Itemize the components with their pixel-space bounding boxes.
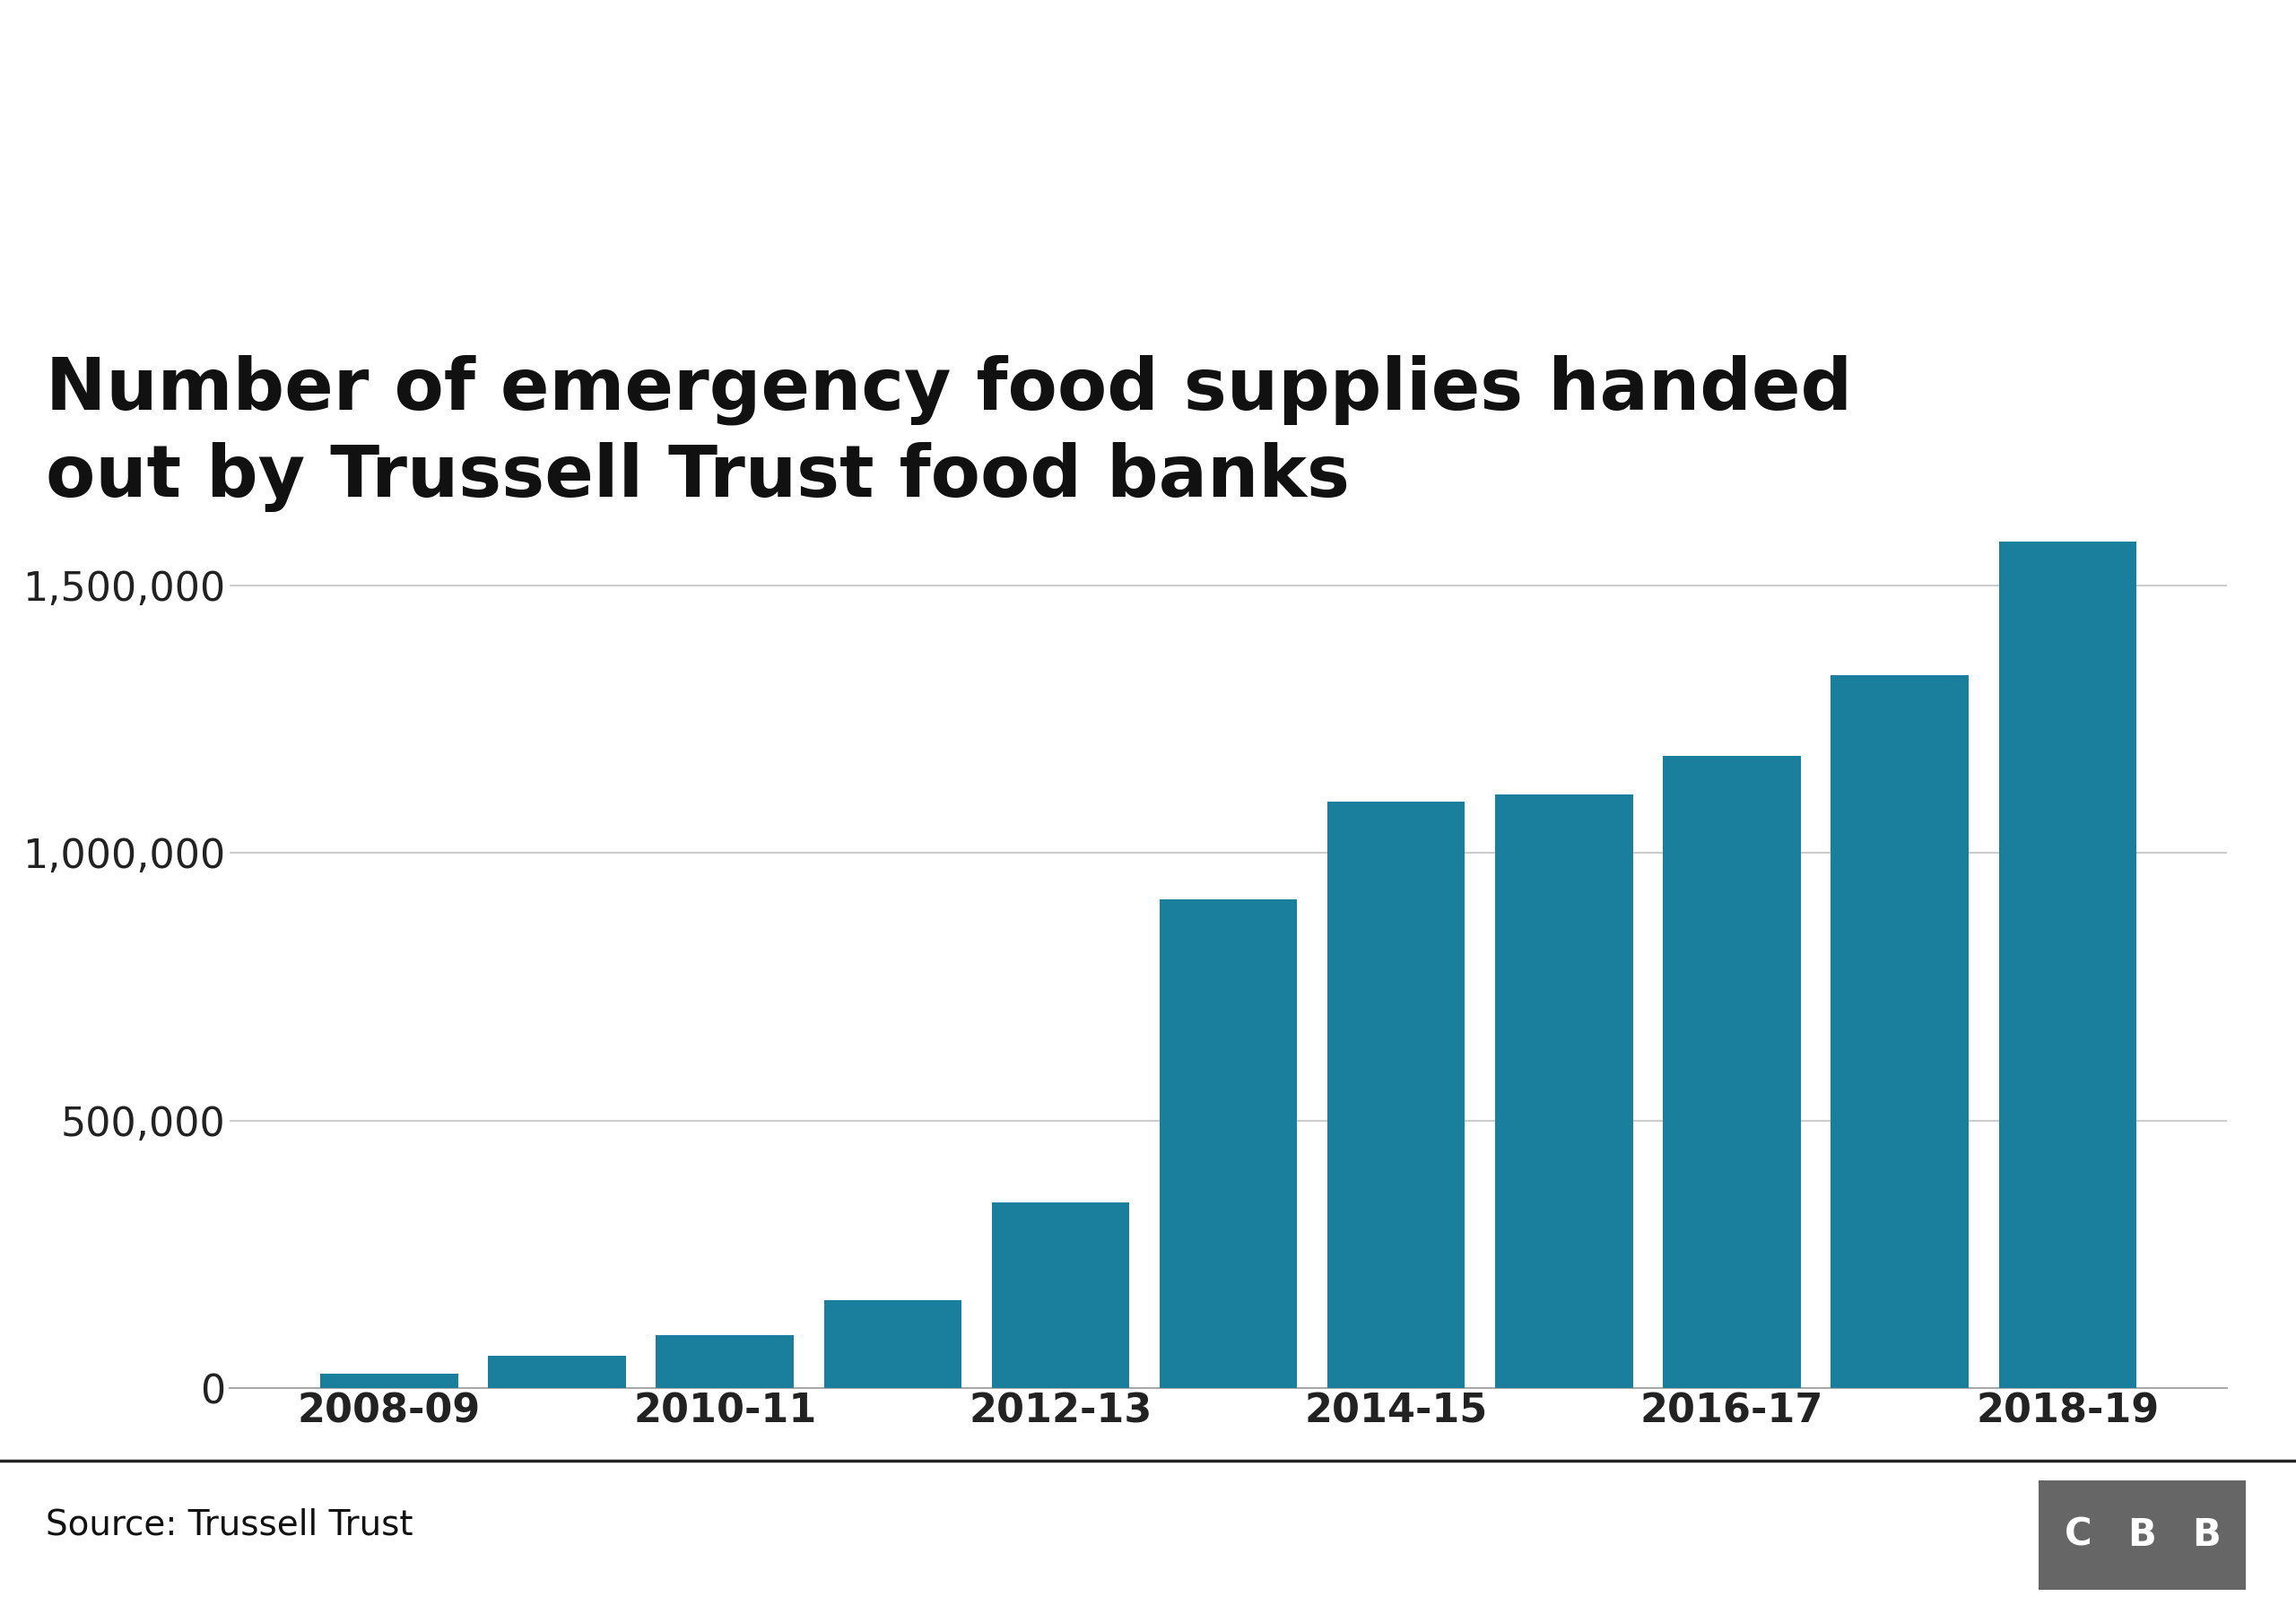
Bar xyxy=(1159,899,1297,1388)
Bar xyxy=(1495,794,1632,1388)
Bar xyxy=(1830,676,1968,1388)
Bar xyxy=(2000,541,2135,1388)
Bar xyxy=(489,1356,627,1388)
Bar xyxy=(992,1202,1130,1388)
Text: B: B xyxy=(2193,1516,2220,1554)
Bar xyxy=(1662,755,1800,1388)
Bar xyxy=(321,1374,457,1388)
Text: B: B xyxy=(2128,1516,2156,1554)
Bar xyxy=(1327,801,1465,1388)
Bar xyxy=(824,1299,962,1388)
Text: Source: Trussell Trust: Source: Trussell Trust xyxy=(46,1507,413,1543)
Text: Number of emergency food supplies handed
out by Trussell Trust food banks: Number of emergency food supplies handed… xyxy=(46,355,1853,512)
Text: C: C xyxy=(2064,1516,2092,1554)
Bar xyxy=(657,1335,794,1388)
